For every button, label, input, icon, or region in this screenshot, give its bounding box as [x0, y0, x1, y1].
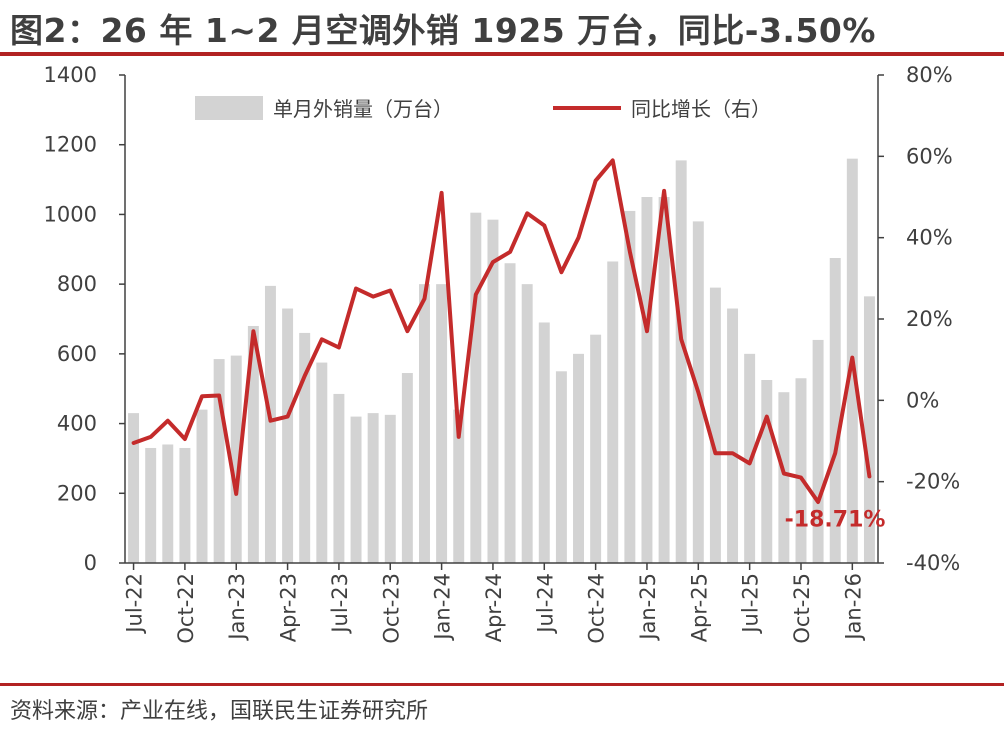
bar — [367, 413, 379, 563]
bar — [624, 210, 636, 563]
x-tick-label: Jan-26 — [841, 573, 865, 642]
bar — [504, 263, 516, 563]
x-tick-label: Jan-25 — [636, 573, 660, 642]
left-tick-label: 1000 — [44, 202, 97, 226]
bar — [675, 160, 687, 563]
right-tick-label: 40% — [906, 226, 953, 250]
x-tick-label: Oct-24 — [585, 573, 609, 644]
bar — [538, 322, 550, 563]
x-tick-label: Apr-24 — [482, 573, 506, 642]
left-tick-label: 400 — [57, 412, 97, 436]
bar — [573, 353, 584, 563]
x-tick-label: Jan-24 — [431, 573, 455, 642]
bar — [128, 413, 140, 563]
bar — [487, 219, 499, 563]
legend-label-line: 同比增长（右） — [631, 97, 771, 121]
x-tick-label: Jul-22 — [123, 573, 147, 635]
bar — [196, 409, 208, 563]
bar — [641, 197, 653, 563]
bar — [863, 296, 875, 563]
left-tick-label: 200 — [57, 481, 97, 505]
x-tick-label: Oct-23 — [379, 573, 403, 644]
bar — [316, 362, 328, 563]
bar — [299, 332, 311, 563]
bar — [162, 444, 174, 563]
figure-title: 图2：26 年 1~2 月空调外销 1925 万台，同比-3.50% — [10, 11, 876, 50]
bar — [555, 371, 567, 563]
bar — [812, 339, 824, 563]
title-rule — [0, 52, 1004, 56]
footer-rule — [0, 683, 1004, 686]
bar — [419, 284, 430, 563]
bar — [795, 378, 807, 563]
x-tick-label: Oct-25 — [790, 573, 814, 644]
bar — [384, 414, 396, 563]
series-line-yoy — [131, 158, 872, 504]
x-tick-label: Jul-25 — [739, 573, 763, 635]
right-tick-label: 20% — [906, 307, 953, 331]
x-tick-label: Jul-23 — [328, 573, 352, 635]
bar — [709, 287, 721, 563]
bar — [778, 392, 790, 563]
x-tick-label: Apr-25 — [687, 573, 711, 642]
bar — [436, 284, 448, 563]
bar — [179, 447, 191, 563]
bar — [230, 355, 242, 563]
bar — [282, 308, 294, 563]
bar — [401, 373, 413, 563]
left-tick-label: 0 — [84, 551, 97, 575]
x-tick-label: Jul-24 — [533, 573, 557, 635]
bar — [145, 447, 157, 563]
bar — [470, 212, 482, 563]
bar — [247, 325, 259, 563]
left-tick-label: 1200 — [44, 133, 97, 157]
left-tick-label: 1400 — [44, 63, 97, 87]
right-tick-label: -40% — [906, 551, 960, 575]
bar — [213, 359, 225, 563]
x-tick-label: Oct-22 — [174, 573, 198, 644]
bar — [333, 393, 345, 563]
left-tick-label: 600 — [57, 342, 97, 366]
bar — [829, 258, 841, 563]
source-note: 资料来源：产业在线，国联民生证券研究所 — [10, 699, 429, 724]
bar — [761, 380, 773, 563]
left-tick-label: 800 — [57, 272, 97, 296]
bar — [658, 197, 670, 563]
bar — [264, 285, 276, 563]
annotation-label: -18.71% — [785, 507, 886, 532]
x-tick-label: Jan-23 — [225, 573, 249, 642]
right-tick-label: -20% — [906, 470, 960, 494]
bar — [607, 261, 619, 563]
right-tick-label: 60% — [906, 144, 953, 168]
x-tick-label: Apr-23 — [277, 573, 301, 642]
bar — [727, 308, 739, 563]
legend-label-bar: 单月外销量（万台） — [273, 97, 453, 121]
right-tick-label: 80% — [906, 63, 953, 87]
bar — [350, 416, 362, 563]
bar — [590, 334, 602, 563]
legend-swatch-bar — [195, 96, 263, 120]
bar — [521, 284, 533, 563]
bar — [453, 409, 465, 563]
right-tick-label: 0% — [906, 388, 939, 412]
